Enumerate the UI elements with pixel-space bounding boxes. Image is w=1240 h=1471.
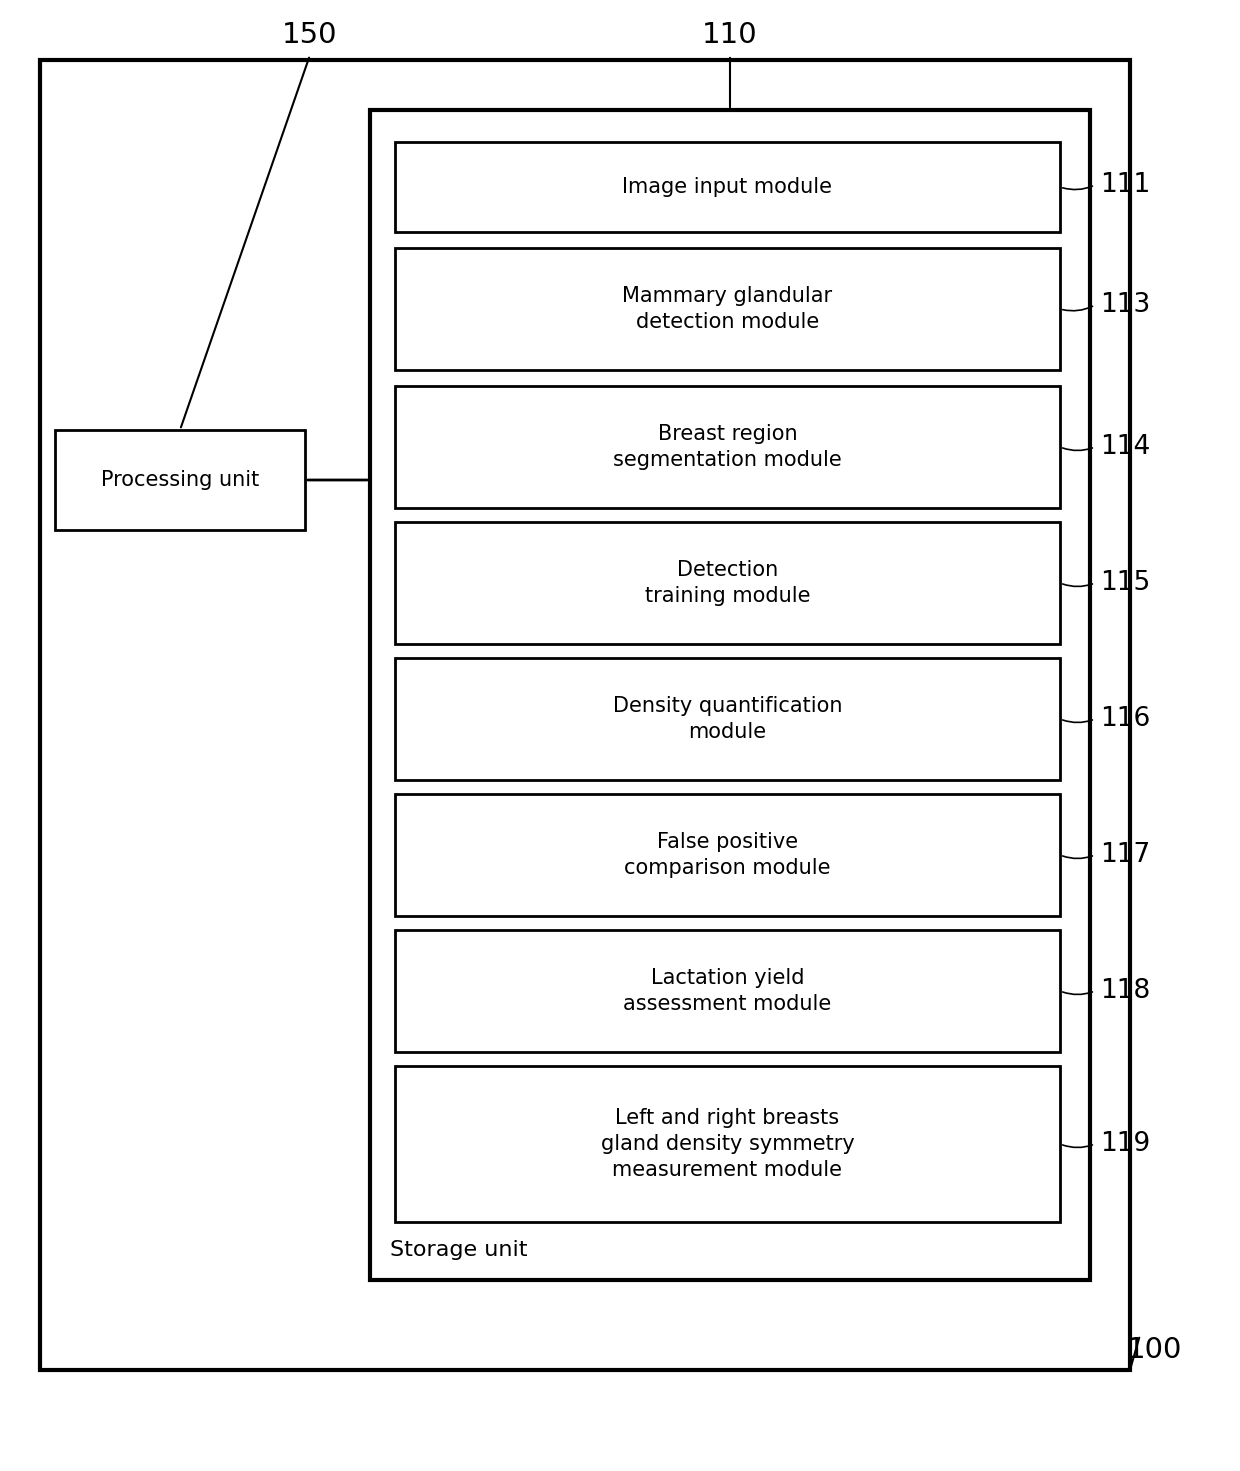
Text: 116: 116 [1100,706,1151,733]
Bar [396,794,1060,916]
Bar [396,249,1060,371]
Text: 114: 114 [1100,434,1151,460]
Text: Image input module: Image input module [622,177,832,197]
Bar [396,930,1060,1052]
Bar [370,110,1090,1280]
Bar [396,658,1060,780]
Bar [396,522,1060,644]
Text: Mammary glandular
detection module: Mammary glandular detection module [622,285,832,332]
Bar [40,60,1130,1370]
Text: Lactation yield
assessment module: Lactation yield assessment module [624,968,832,1014]
Text: 150: 150 [283,21,337,49]
Text: Breast region
segmentation module: Breast region segmentation module [613,424,842,471]
Text: 118: 118 [1100,978,1151,1005]
Bar [396,143,1060,232]
Text: 100: 100 [1127,1336,1183,1364]
Text: 115: 115 [1100,569,1151,596]
Text: Left and right breasts
gland density symmetry
measurement module: Left and right breasts gland density sym… [600,1108,854,1180]
Bar [55,430,305,530]
Text: 113: 113 [1100,293,1151,318]
Text: 119: 119 [1100,1131,1151,1158]
Text: 110: 110 [702,21,758,49]
Bar [396,1066,1060,1222]
Bar [396,385,1060,507]
Text: 117: 117 [1100,841,1151,868]
Text: Detection
training module: Detection training module [645,560,810,606]
Text: 111: 111 [1100,172,1151,199]
Text: Storage unit: Storage unit [391,1240,527,1261]
Text: False positive
comparison module: False positive comparison module [624,831,831,878]
Text: Density quantification
module: Density quantification module [613,696,842,743]
Text: Processing unit: Processing unit [100,471,259,490]
